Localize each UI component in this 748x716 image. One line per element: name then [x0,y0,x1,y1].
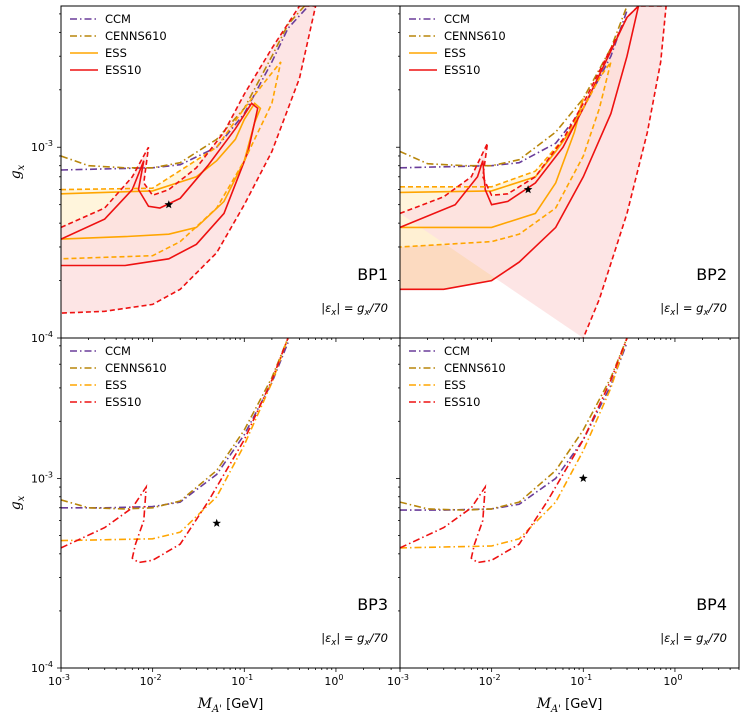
series-ess-dashed [400,61,612,248]
series-cenns610 [61,338,289,510]
y-axis-label: gx [8,164,27,179]
x-tick-label: 10-3 [48,673,70,688]
x-tick-label: 10-3 [387,673,409,688]
legend-label: CENNS610 [105,29,167,43]
legend-label: ESS [444,46,466,60]
x-tick-label: 10-1 [231,673,253,688]
series-ess10-dashed [400,6,667,338]
benchmark-label: BP4 [696,595,727,614]
legend-label: ESS10 [105,395,142,409]
panel-bp2: CCM CENNS610 ESS ESS10 BP2 |εx| = gx/70 [396,5,740,342]
series-cenns610 [400,338,628,511]
series-ccm [61,6,309,171]
legend-label: ESS [105,378,127,392]
x-tick-label: 100 [324,673,343,688]
x-tick-label: 10-2 [140,673,162,688]
series-ess [400,338,628,549]
benchmark-star [523,185,533,194]
region-ess10-dashed [400,6,667,338]
benchmark-star [579,473,588,482]
legend-label: CCM [444,12,470,26]
benchmark-star [212,518,221,527]
y-tick-label: 10-4 [31,330,53,345]
x-axis-label: MA' [GeV] [536,696,603,715]
legend-label: ESS10 [105,63,142,77]
series-ess10-dashed [61,6,317,314]
epsilon-annotation: |εx| = gx/70 [321,631,388,648]
legend-label: CCM [105,344,131,358]
series-cenns610 [400,6,628,167]
legend-label: ESS [444,378,466,392]
legend-label: ESS [105,46,127,60]
y-tick-label: 10-4 [31,660,53,675]
x-tick-label: 100 [663,673,682,688]
plot-area [400,6,667,338]
benchmark-label: BP3 [357,595,388,614]
legend-label: CENNS610 [444,361,506,375]
series-cenns610 [61,6,306,169]
x-tick-label: 10-1 [570,673,592,688]
epsilon-annotation: |εx| = gx/70 [321,301,388,318]
benchmark-label: BP1 [357,265,388,284]
plot-area [61,338,289,564]
series-ess [61,338,289,542]
y-axis-label: gx [8,495,27,510]
region-ess10-dashed [61,6,316,314]
epsilon-annotation: |εx| = gx/70 [660,301,727,318]
panel-bp4: CCM CENNS610 ESS ESS10 BP4 |εx| = gx/70 [396,337,740,672]
x-axis-label: MA' [GeV] [197,696,264,715]
legend-label: CCM [444,344,470,358]
legend-label: CENNS610 [444,29,506,43]
legend-label: ESS10 [444,63,481,77]
legend-label: ESS10 [444,395,481,409]
benchmark-star [164,200,174,209]
panel-bp1: CCM CENNS610 ESS ESS10 BP1 |εx| = gx/70 [57,5,401,342]
epsilon-annotation: |εx| = gx/70 [660,631,727,648]
series-ess10 [61,338,289,564]
y-tick-label: 10-3 [31,139,53,154]
series-ccm [400,342,628,511]
series-ess-dashed [61,61,282,260]
x-tick-label: 10-2 [479,673,501,688]
plot-area [61,6,317,314]
panel-frame [399,337,740,669]
series-ess10 [400,338,628,564]
y-tick-label: 10-3 [31,470,53,485]
panel-bp3: CCM CENNS610 ESS ESS10 BP3 |εx| = gx/70 [57,337,401,672]
series-ess [400,98,585,229]
plot-area [400,338,628,564]
series-ess10 [61,102,259,267]
benchmark-label: BP2 [696,265,727,284]
legend-label: CCM [105,12,131,26]
legend-label: CENNS610 [105,361,167,375]
